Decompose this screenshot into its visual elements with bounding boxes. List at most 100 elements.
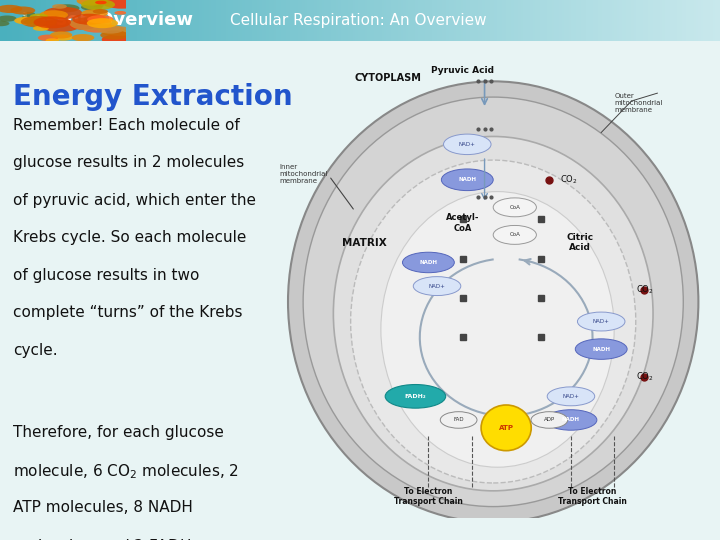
Circle shape	[52, 4, 67, 9]
Bar	[477, 0, 480, 40]
Bar	[528, 0, 531, 40]
Bar	[204, 0, 207, 40]
Bar	[521, 0, 523, 40]
Bar	[542, 0, 545, 40]
Bar	[706, 0, 708, 40]
Ellipse shape	[575, 339, 627, 359]
Bar	[382, 0, 384, 40]
Bar	[130, 0, 132, 40]
Bar	[144, 0, 146, 40]
Text: Lesson Overview: Lesson Overview	[22, 11, 193, 29]
Bar	[238, 0, 240, 40]
Bar	[513, 0, 516, 40]
Bar	[125, 0, 127, 40]
Bar	[531, 0, 533, 40]
Bar	[410, 0, 413, 40]
Bar	[247, 0, 250, 40]
Circle shape	[100, 31, 129, 40]
Circle shape	[99, 1, 110, 4]
Text: ATP molecules, 8 NADH: ATP molecules, 8 NADH	[13, 500, 193, 515]
Text: Cellular Respiration: An Overview: Cellular Respiration: An Overview	[230, 13, 487, 28]
Bar	[91, 0, 94, 40]
Bar	[101, 0, 103, 40]
Bar	[353, 0, 355, 40]
Text: NADH: NADH	[459, 177, 477, 183]
Bar	[240, 0, 243, 40]
Bar	[567, 0, 569, 40]
Bar	[166, 0, 168, 40]
Bar	[214, 0, 216, 40]
Text: cycle.: cycle.	[13, 343, 58, 357]
Bar	[639, 0, 641, 40]
Bar	[497, 0, 499, 40]
Bar	[185, 0, 187, 40]
Bar	[715, 0, 718, 40]
Bar	[581, 0, 583, 40]
Bar	[540, 0, 542, 40]
Text: FADH₂: FADH₂	[405, 394, 426, 399]
Text: CO$_2$: CO$_2$	[560, 173, 578, 186]
Bar	[672, 0, 675, 40]
Bar	[19, 0, 22, 40]
Circle shape	[70, 21, 96, 30]
Bar	[245, 0, 247, 40]
Bar	[264, 0, 266, 40]
Bar	[315, 0, 317, 40]
Bar	[595, 0, 598, 40]
Bar	[372, 0, 374, 40]
Bar	[418, 0, 420, 40]
Text: Citric
Acid: Citric Acid	[566, 233, 593, 253]
Bar	[401, 0, 403, 40]
Bar	[365, 0, 367, 40]
Bar	[84, 0, 86, 40]
Bar	[113, 0, 115, 40]
Bar	[338, 0, 341, 40]
Bar	[511, 0, 513, 40]
Bar	[516, 0, 518, 40]
Bar	[693, 0, 696, 40]
Bar	[331, 0, 333, 40]
Bar	[598, 0, 600, 40]
Bar	[156, 0, 158, 40]
Bar	[14, 0, 17, 40]
Bar	[554, 0, 557, 40]
Circle shape	[105, 26, 135, 36]
Bar	[387, 0, 389, 40]
Text: ATP: ATP	[499, 425, 513, 431]
Ellipse shape	[577, 312, 625, 331]
Bar	[398, 0, 401, 40]
Bar	[288, 0, 290, 40]
Bar	[487, 0, 490, 40]
Circle shape	[14, 17, 37, 24]
Bar	[36, 0, 38, 40]
Bar	[281, 0, 283, 40]
Text: CO$_2$: CO$_2$	[636, 284, 654, 296]
Bar	[257, 0, 259, 40]
Bar	[86, 0, 89, 40]
Bar	[300, 0, 302, 40]
Bar	[12, 0, 14, 40]
Bar	[322, 0, 324, 40]
Bar	[43, 0, 45, 40]
Bar	[259, 0, 261, 40]
Bar	[70, 0, 72, 40]
Bar	[358, 0, 360, 40]
Bar	[192, 0, 194, 40]
Bar	[665, 0, 667, 40]
Circle shape	[481, 405, 531, 451]
Circle shape	[45, 38, 59, 43]
Bar	[199, 0, 202, 40]
Bar	[146, 0, 149, 40]
Ellipse shape	[531, 411, 568, 428]
Text: CO$_2$: CO$_2$	[636, 370, 654, 383]
Circle shape	[87, 15, 114, 24]
Bar	[650, 0, 653, 40]
Bar	[45, 0, 48, 40]
Circle shape	[72, 14, 107, 25]
Text: CoA: CoA	[509, 232, 521, 238]
Circle shape	[55, 4, 79, 12]
Bar	[708, 0, 711, 40]
Bar	[115, 0, 117, 40]
Bar	[619, 0, 621, 40]
Bar	[405, 0, 408, 40]
